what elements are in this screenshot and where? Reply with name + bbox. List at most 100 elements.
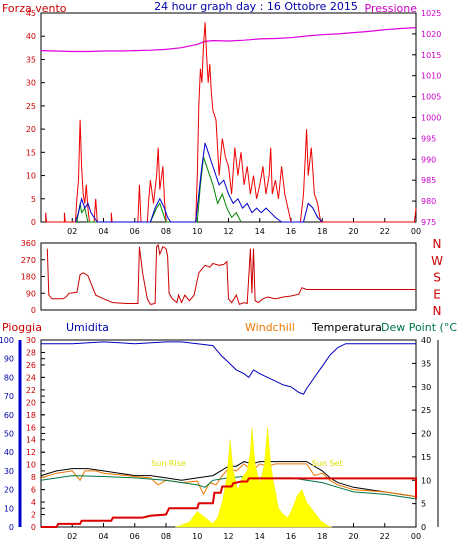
x-tick-label: 04 <box>98 532 108 541</box>
sunset-label: Sun Set <box>312 459 343 468</box>
pressure-axis-tick-label: 1015 <box>421 51 441 60</box>
compass-label: N <box>433 304 442 318</box>
pressure-axis-tick-label: 990 <box>421 155 436 164</box>
wind-axis-tick-label: 5 <box>31 195 36 204</box>
x-tick-label: 02 <box>67 227 77 236</box>
wind-axis-tick-label: 0 <box>31 218 36 227</box>
temperature-label: Temperatura <box>311 321 382 334</box>
x-tick-label: 08 <box>161 532 171 541</box>
humidity-axis-tick-label: 90 <box>4 355 14 364</box>
speed-line <box>74 142 323 223</box>
x-tick-label: 20 <box>348 227 358 236</box>
x-tick-label: 22 <box>380 532 390 541</box>
rain-axis-tick-label: 18 <box>26 411 36 420</box>
direction-axis-tick-label: 180 <box>21 273 36 282</box>
rain-axis-tick-label: 12 <box>26 448 36 457</box>
x-tick-label: 06 <box>130 227 140 236</box>
rain-axis-tick-label: 20 <box>26 398 36 407</box>
humidity-axis-tick-label: 10 <box>4 504 14 513</box>
compass-label: S <box>433 271 441 285</box>
pressure-axis-tick-label: 1025 <box>421 9 441 18</box>
x-tick-label: 10 <box>192 227 202 236</box>
x-tick-label: 08 <box>161 227 171 236</box>
humidity-axis-tick-label: 30 <box>4 467 14 476</box>
pressure-axis-label: Pressione <box>365 2 418 15</box>
x-tick-label: 16 <box>286 532 296 541</box>
temperature-axis-tick-label: 5 <box>421 500 426 509</box>
humidity-axis-tick-label: 0 <box>9 523 14 532</box>
x-tick-label: 00 <box>411 227 421 236</box>
umidita-line <box>41 341 416 395</box>
average-line <box>76 156 242 223</box>
wind-axis-tick-label: 10 <box>26 172 36 181</box>
temperature-axis-tick-label: 15 <box>421 453 431 462</box>
wind-axis-tick-label: 40 <box>26 32 36 41</box>
pressure-axis-tick-label: 1010 <box>421 72 441 81</box>
pressure-axis-tick-label: 1005 <box>421 93 441 102</box>
x-tick-label: 14 <box>255 532 265 541</box>
pressure-axis-tick-label: 1020 <box>421 30 441 39</box>
chart-title: 24 hour graph day : 16 Ottobre 2015 <box>154 0 358 13</box>
wind-axis-tick-label: 25 <box>26 102 36 111</box>
x-tick-label: 22 <box>380 227 390 236</box>
temperature-axis-tick-label: 25 <box>421 406 431 415</box>
humidity-axis-tick-label: 80 <box>4 373 14 382</box>
rain-axis-tick-label: 26 <box>26 361 36 370</box>
humidity-axis-tick-label: 40 <box>4 448 14 457</box>
x-tick-label: 16 <box>286 227 296 236</box>
rain-axis-tick-label: 0 <box>31 523 36 532</box>
wind-axis-tick-label: 15 <box>26 148 36 157</box>
sunrise-label: Sun Rise <box>151 459 186 468</box>
temperature-axis-tick-label: 40 <box>421 336 431 345</box>
rain-axis-tick-label: 6 <box>31 486 36 495</box>
rain-axis-label: Pioggia <box>2 321 42 334</box>
rain-axis-tick-label: 2 <box>31 511 36 520</box>
compass-label: E <box>433 287 441 301</box>
rain-axis-tick-label: 14 <box>26 436 36 445</box>
humidity-axis-tick-label: 70 <box>4 392 14 401</box>
temperature-axis-tick-label: 20 <box>421 430 431 439</box>
wind-axis-label: Forza vento <box>2 2 67 15</box>
direction-axis-tick-label: 90 <box>26 289 36 298</box>
wind-direction-line <box>46 243 416 306</box>
rain-axis-tick-label: 30 <box>26 336 36 345</box>
humidity-axis-tick-label: 20 <box>4 486 14 495</box>
windchill-line <box>40 463 417 498</box>
pressure-axis-tick-label: 985 <box>421 176 436 185</box>
x-tick-label: 18 <box>317 227 327 236</box>
radiation-area <box>175 427 332 528</box>
x-tick-label: 12 <box>223 532 233 541</box>
rain-axis-tick-label: 4 <box>31 498 36 507</box>
pressione-line <box>40 27 417 53</box>
x-tick-label: 20 <box>348 532 358 541</box>
rain-axis-tick-label: 10 <box>26 461 36 470</box>
pressure-axis-tick-label: 975 <box>421 218 436 227</box>
rain-axis-tick-label: 22 <box>26 386 36 395</box>
humidity-axis-tick-label: 60 <box>4 411 14 420</box>
direction-axis-tick-label: 360 <box>21 239 36 248</box>
rain-axis-tick-label: 28 <box>26 348 36 357</box>
direction-panel-frame <box>40 242 417 311</box>
x-tick-label: 14 <box>255 227 265 236</box>
temperature-axis-tick-label: 30 <box>421 383 431 392</box>
temperatura-line <box>40 461 417 498</box>
x-tick-label: 04 <box>98 227 108 236</box>
compass-label: N <box>433 237 442 251</box>
gust-line <box>45 22 417 223</box>
pioggia-line <box>41 477 417 528</box>
humidity-axis-label: Umidita <box>66 321 109 334</box>
wind-axis-tick-label: 35 <box>26 55 36 64</box>
temperature-axis-tick-label: 0 <box>421 523 426 532</box>
humidity-axis-tick-label: 50 <box>4 430 14 439</box>
wind-axis-tick-label: 30 <box>26 79 36 88</box>
direction-axis-tick-label: 0 <box>31 306 36 315</box>
humidity-axis-tick-label: 100 <box>0 336 14 345</box>
x-tick-label: 02 <box>67 532 77 541</box>
x-tick-label: 12 <box>223 227 233 236</box>
temperature-axis-tick-label: 35 <box>421 359 431 368</box>
dewpoint-label: Dew Point (°C <box>381 321 457 334</box>
rain-axis-tick-label: 24 <box>26 373 36 382</box>
direction-axis-tick-label: 270 <box>21 256 36 265</box>
wind-panel-frame <box>40 12 417 223</box>
